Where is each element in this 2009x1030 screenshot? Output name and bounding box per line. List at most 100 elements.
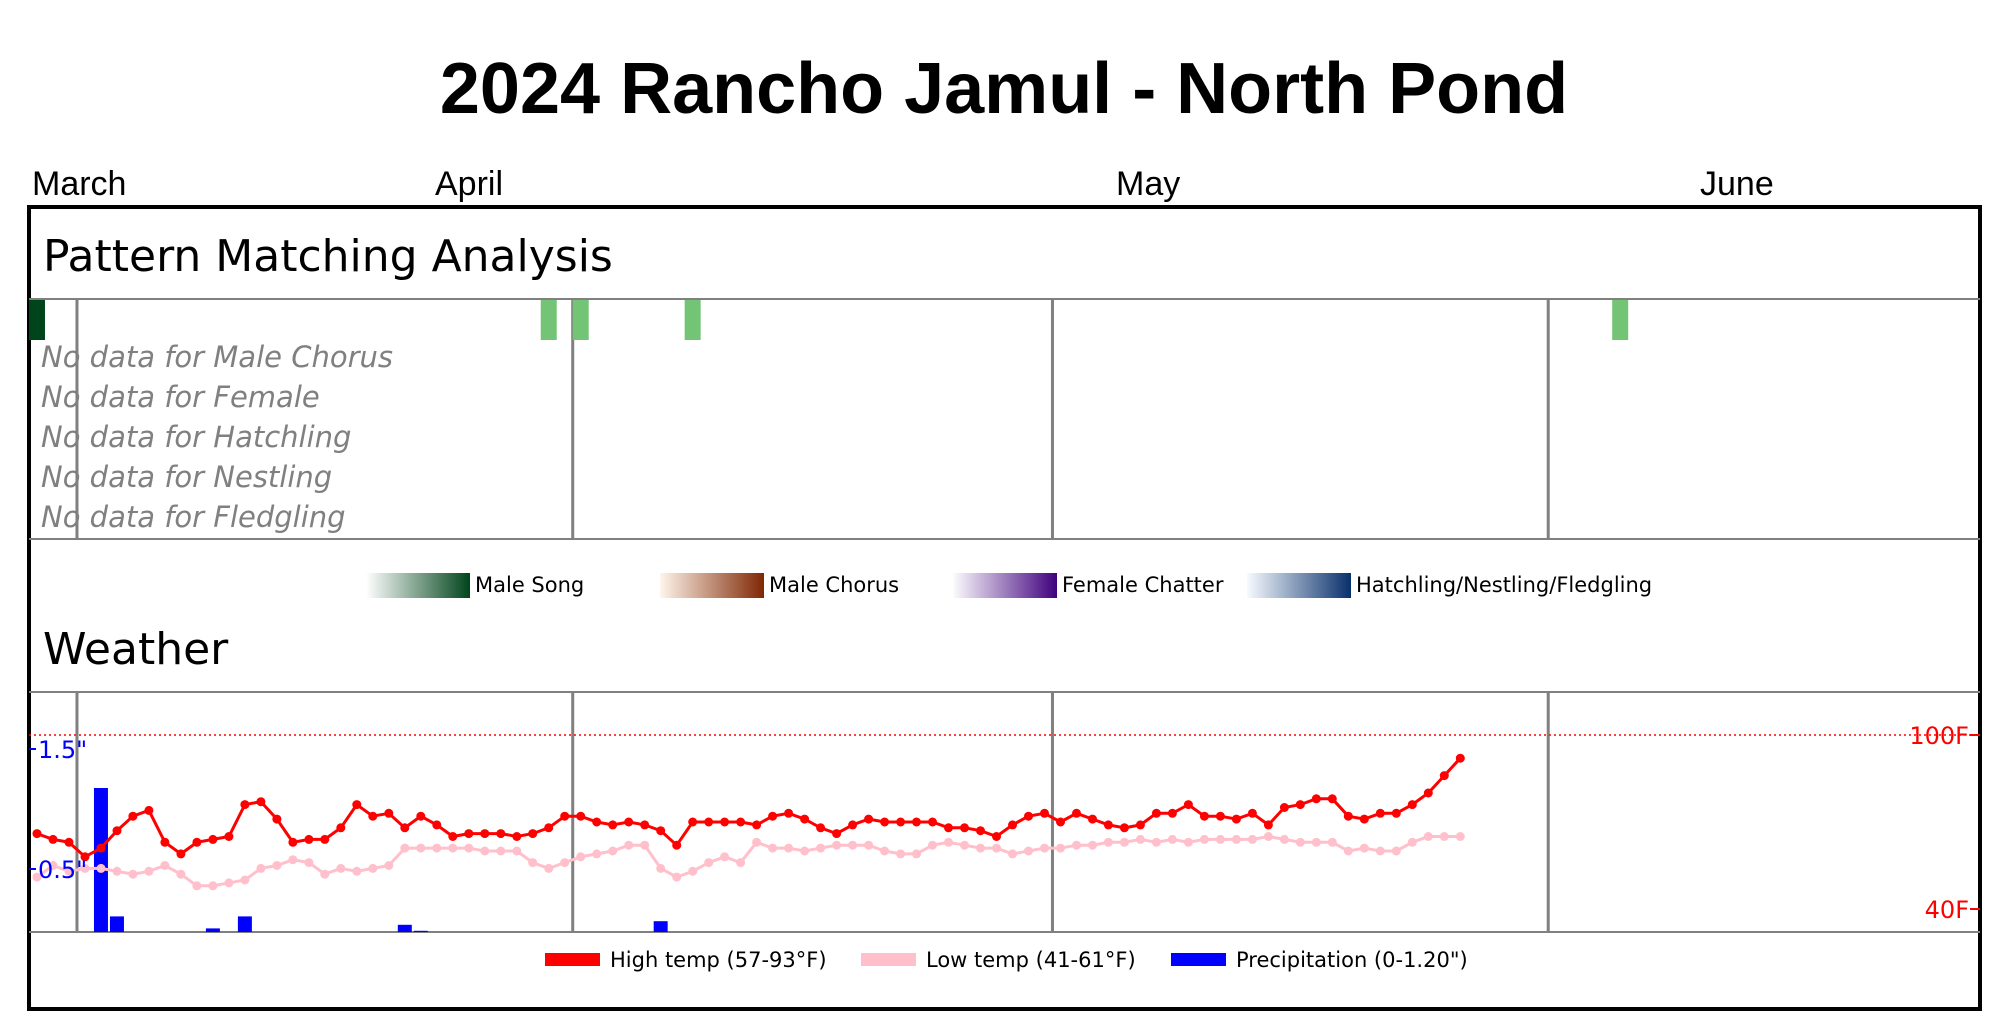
high-temp-point-76 xyxy=(1247,808,1257,818)
high-temp-point-3 xyxy=(80,852,90,862)
male-song-cell-3 xyxy=(684,300,701,340)
high-temp-point-75 xyxy=(1231,814,1241,824)
low-temp-point-44 xyxy=(736,858,746,868)
high-temp-point-4 xyxy=(96,843,106,853)
low-temp-point-6 xyxy=(128,869,138,879)
high-temp-point-46 xyxy=(768,811,778,821)
low-temp-point-37 xyxy=(624,840,634,850)
pattern-section-title: Pattern Matching Analysis xyxy=(43,231,613,282)
low-temp-point-84 xyxy=(1375,846,1385,856)
low-temp-point-4 xyxy=(96,863,106,873)
high-temp-point-5 xyxy=(112,826,122,836)
month-label-june: June xyxy=(1700,165,1774,203)
high-temp-points xyxy=(32,753,1465,862)
high-temp-point-31 xyxy=(528,829,538,839)
no-data-hatchling: No data for Hatchling xyxy=(41,420,351,454)
low-temp-point-69 xyxy=(1135,834,1145,844)
low-temp-point-24 xyxy=(416,843,426,853)
high-temp-point-73 xyxy=(1199,811,1209,821)
legend-swatch-high-temp xyxy=(545,953,600,966)
high-temp-point-20 xyxy=(352,800,362,810)
low-temp-point-63 xyxy=(1040,843,1049,853)
high-temp-point-29 xyxy=(496,829,506,839)
high-temp-point-87 xyxy=(1423,788,1433,798)
low-temp-point-38 xyxy=(640,840,650,850)
low-temp-point-78 xyxy=(1279,834,1289,844)
high-temp-point-80 xyxy=(1311,794,1321,804)
high-temp-point-12 xyxy=(224,832,234,841)
low-temp-point-67 xyxy=(1103,837,1113,847)
precip-bar-39 xyxy=(653,921,668,932)
high-temp-point-18 xyxy=(320,834,330,844)
low-temp-point-27 xyxy=(464,843,474,853)
low-temp-points xyxy=(32,832,1465,891)
high-temp-point-67 xyxy=(1103,820,1113,830)
precipitation-bars xyxy=(93,788,668,932)
high-temp-point-78 xyxy=(1279,803,1289,812)
low-temp-point-60 xyxy=(992,843,1001,853)
high-temp-point-0 xyxy=(32,829,42,839)
male-song-detections xyxy=(29,300,1629,340)
month-label-april: April xyxy=(435,165,503,203)
low-temp-point-45 xyxy=(752,837,762,847)
low-temp-point-36 xyxy=(608,846,618,856)
low-temp-point-75 xyxy=(1231,834,1241,844)
legend-swatch-male-song xyxy=(366,573,470,598)
male-song-cell-1 xyxy=(540,300,557,340)
high-temp-point-88 xyxy=(1439,771,1449,781)
male-song-cell-4 xyxy=(1612,300,1629,340)
high-temp-point-82 xyxy=(1343,811,1353,821)
legend-label-high-temp: High temp (57-93°F) xyxy=(610,948,827,972)
high-temp-point-56 xyxy=(928,817,937,827)
low-temp-point-80 xyxy=(1311,837,1321,847)
low-temp-point-17 xyxy=(304,858,314,868)
high-temp-point-6 xyxy=(128,811,138,821)
low-temp-point-28 xyxy=(480,846,490,856)
high-temp-point-64 xyxy=(1056,817,1065,827)
high-temp-point-23 xyxy=(400,823,410,833)
low-temp-point-82 xyxy=(1343,846,1353,856)
low-temp-point-83 xyxy=(1359,843,1369,853)
low-temp-point-48 xyxy=(800,846,810,856)
legend-swatch-low-temp xyxy=(861,953,916,966)
high-temp-point-86 xyxy=(1407,800,1417,810)
high-temp-point-77 xyxy=(1263,820,1273,830)
low-temp-point-73 xyxy=(1199,834,1209,844)
high-temp-point-74 xyxy=(1215,811,1225,821)
legend-label-hatchling: Hatchling/Nestling/Fledgling xyxy=(1356,573,1652,597)
legend-label-male-song: Male Song xyxy=(475,573,584,597)
legend-swatch-female-chatter xyxy=(953,573,1057,598)
low-temp-point-0 xyxy=(32,872,42,882)
legend-label-female-chatter: Female Chatter xyxy=(1062,573,1224,597)
high-temp-point-59 xyxy=(976,826,985,836)
low-temp-point-13 xyxy=(240,875,250,885)
month-label-may: May xyxy=(1116,165,1180,203)
detection-legend: Male Song Male Chorus Female Chatter Hat… xyxy=(366,573,1652,598)
high-temp-point-19 xyxy=(336,823,346,833)
high-temp-point-11 xyxy=(208,834,218,844)
high-temp-point-52 xyxy=(864,814,874,824)
precip-bar-23 xyxy=(397,924,412,932)
low-temp-point-54 xyxy=(896,849,906,859)
precip-bar-5 xyxy=(109,916,124,932)
high-temp-point-72 xyxy=(1183,800,1193,810)
high-temp-point-68 xyxy=(1119,823,1129,833)
legend-swatch-male-chorus xyxy=(660,573,764,598)
high-temp-point-13 xyxy=(240,800,250,810)
high-temp-point-10 xyxy=(192,837,202,847)
high-temp-point-66 xyxy=(1088,814,1097,824)
low-temp-point-42 xyxy=(704,858,714,868)
precip-tick-label-0-5: 0.5" xyxy=(38,856,87,884)
low-temp-point-9 xyxy=(176,869,186,879)
no-data-female: No data for Female xyxy=(41,380,320,414)
chart-title: 2024 Rancho Jamul - North Pond xyxy=(440,49,1568,129)
high-temp-point-8 xyxy=(160,837,170,847)
high-temp-point-42 xyxy=(704,817,714,827)
high-temp-point-84 xyxy=(1375,808,1385,818)
male-song-cell-2 xyxy=(572,300,589,340)
weather-legend: High temp (57-93°F) Low temp (41-61°F) P… xyxy=(545,948,1468,972)
low-temp-point-70 xyxy=(1151,837,1161,847)
high-temp-point-41 xyxy=(688,817,698,827)
low-temp-point-50 xyxy=(832,840,842,850)
